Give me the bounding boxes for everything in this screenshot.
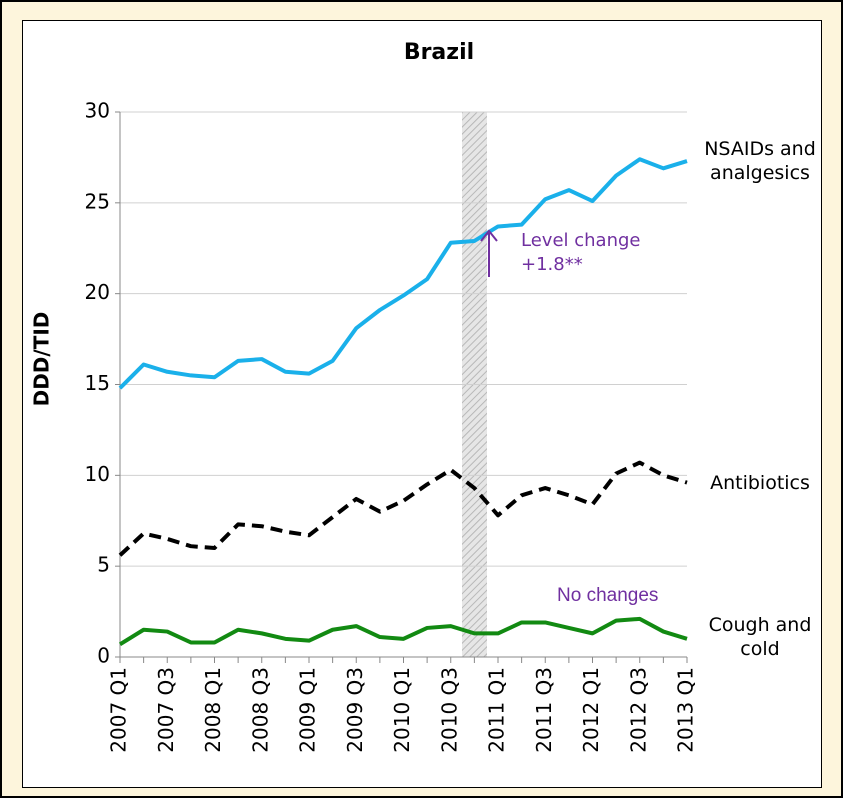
series-label: Cough and cold [708, 614, 812, 660]
annotation-arrowhead [480, 229, 498, 242]
x-tick-label: 2008 Q3 [248, 667, 272, 753]
y-tick-label: 20 [85, 280, 110, 304]
annotation: Level change +1.8** [521, 230, 641, 275]
chart-title: Brazil [404, 40, 474, 65]
annotation: No changes [557, 585, 659, 606]
series-line [118, 157, 688, 390]
chart-panel: Brazil DDD/TID 0 5 10 15 20 25 30 2007 Q1 2007 Q… [22, 20, 822, 788]
y-axis-title: DDD/TID [30, 312, 54, 407]
x-tick-label: 2009 Q3 [343, 667, 367, 753]
y-tick-label: 30 [85, 99, 110, 123]
y-tick-label: 25 [85, 189, 110, 213]
series-label: Antibiotics [710, 472, 810, 494]
x-tick-label: 2008 Q1 [201, 667, 225, 753]
y-tick-label: 0 [97, 644, 110, 668]
x-tick-label: 2010 Q3 [437, 667, 461, 753]
series-line [118, 616, 688, 646]
x-tick-label: 2013 Q1 [674, 667, 698, 753]
series-line [118, 460, 688, 557]
x-tick-label: 2012 Q1 [579, 667, 603, 753]
y-tick-label: 10 [85, 462, 110, 486]
x-tick-label: 2010 Q1 [390, 667, 414, 753]
x-tick-label: 2011 Q3 [532, 667, 556, 753]
x-tick-label: 2007 Q3 [154, 667, 178, 753]
x-tick-label: 2009 Q1 [296, 667, 320, 753]
x-tick-label: 2012 Q3 [626, 667, 650, 753]
x-tick-label: 2011 Q1 [485, 667, 509, 753]
y-tick-label: 5 [97, 553, 110, 577]
chart: Brazil DDD/TID 0 5 10 15 20 25 30 2007 Q1 2007 Q… [30, 40, 698, 753]
y-tick-label: 15 [85, 371, 110, 395]
series-label: NSAIDs and analgesics [704, 138, 816, 184]
x-tick-label: 2007 Q1 [107, 667, 131, 753]
